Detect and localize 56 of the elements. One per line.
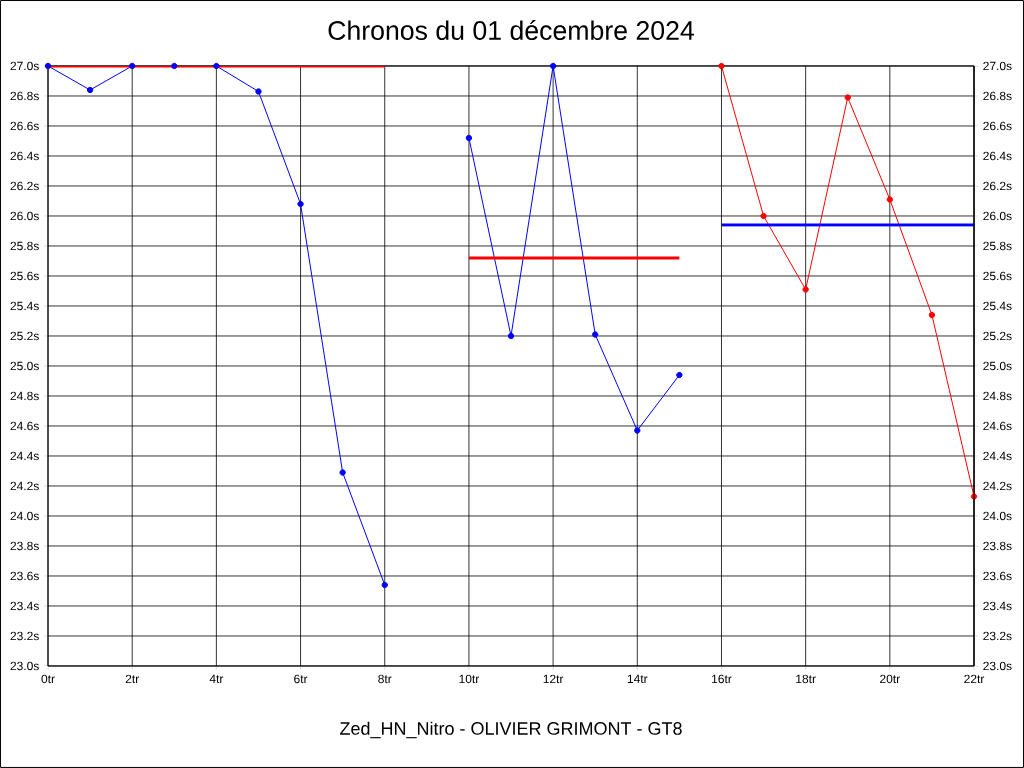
y2-tick-label: 26.6s — [983, 121, 1012, 131]
y2-tick-label: 25.0s — [983, 361, 1012, 371]
x-tick-label: 4tr — [209, 674, 224, 684]
y2-tick-label: 23.2s — [983, 631, 1012, 641]
y2-tick-label: 26.2s — [983, 181, 1012, 191]
y2-tick-label: 25.8s — [983, 241, 1012, 251]
y-tick-label: 25.2s — [10, 331, 39, 341]
y-tick-label: 26.8s — [10, 91, 39, 101]
y-tick-label: 26.2s — [10, 181, 39, 191]
y-tick-label: 26.4s — [10, 151, 39, 161]
y-tick-label: 25.8s — [10, 241, 39, 251]
y-tick-label: 27.0s — [10, 61, 39, 71]
x-tick-label: 8tr — [378, 674, 392, 684]
y2-tick-label: 23.0s — [983, 661, 1012, 671]
y2-tick-label: 26.8s — [983, 91, 1012, 101]
x-tick-label: 0tr — [41, 674, 55, 684]
y2-tick-label: 24.0s — [983, 511, 1012, 521]
y2-tick-label: 25.2s — [983, 331, 1012, 341]
y-tick-label: 24.8s — [10, 391, 39, 401]
x-tick-label: 22tr — [964, 674, 985, 684]
y-tick-label: 24.4s — [10, 451, 39, 461]
y-tick-label: 23.4s — [10, 601, 39, 611]
x-axis-title: Zed_HN_Nitro - OLIVIER GRIMONT - GT8 — [340, 721, 682, 739]
y-tick-label: 24.2s — [10, 481, 39, 491]
x-tick-label: 14tr — [627, 674, 648, 684]
y2-tick-label: 23.4s — [983, 601, 1012, 611]
x-tick-label: 2tr — [125, 674, 139, 684]
y-tick-label: 24.6s — [10, 421, 39, 431]
y-tick-label: 23.6s — [10, 571, 39, 581]
x-tick-label: 16tr — [712, 674, 732, 684]
y2-tick-label: 24.4s — [983, 451, 1012, 461]
y2-tick-label: 24.6s — [983, 421, 1012, 431]
y2-tick-label: 23.8s — [983, 541, 1012, 551]
y2-tick-label: 26.4s — [983, 151, 1012, 161]
y2-tick-label: 24.8s — [983, 391, 1012, 401]
y-tick-label: 23.8s — [10, 541, 39, 551]
y-tick-label: 24.0s — [10, 511, 39, 521]
y2-tick-label: 23.6s — [983, 571, 1012, 581]
y-tick-label: 25.6s — [10, 271, 39, 281]
y2-tick-label: 25.6s — [983, 271, 1012, 281]
y-tick-label: 25.0s — [10, 361, 39, 371]
x-tick-label: 12tr — [543, 674, 564, 684]
y2-tick-label: 25.4s — [983, 301, 1012, 311]
x-tick-label: 6tr — [294, 674, 308, 684]
y2-tick-label: 24.2s — [983, 481, 1012, 491]
y2-tick-label: 27.0s — [983, 61, 1012, 71]
y2-tick-label: 26.0s — [983, 211, 1012, 221]
x-tick-label: 10tr — [459, 674, 480, 684]
x-tick-label: 18tr — [796, 674, 816, 684]
x-tick-label: 20tr — [880, 674, 900, 684]
y-tick-label: 26.6s — [10, 121, 39, 131]
y-tick-label: 23.0s — [10, 661, 39, 671]
y-tick-label: 23.2s — [10, 631, 39, 641]
y-tick-label: 25.4s — [10, 301, 39, 311]
y-tick-label: 26.0s — [10, 211, 39, 221]
chart-title: Chronos du 01 décembre 2024 — [328, 20, 694, 40]
